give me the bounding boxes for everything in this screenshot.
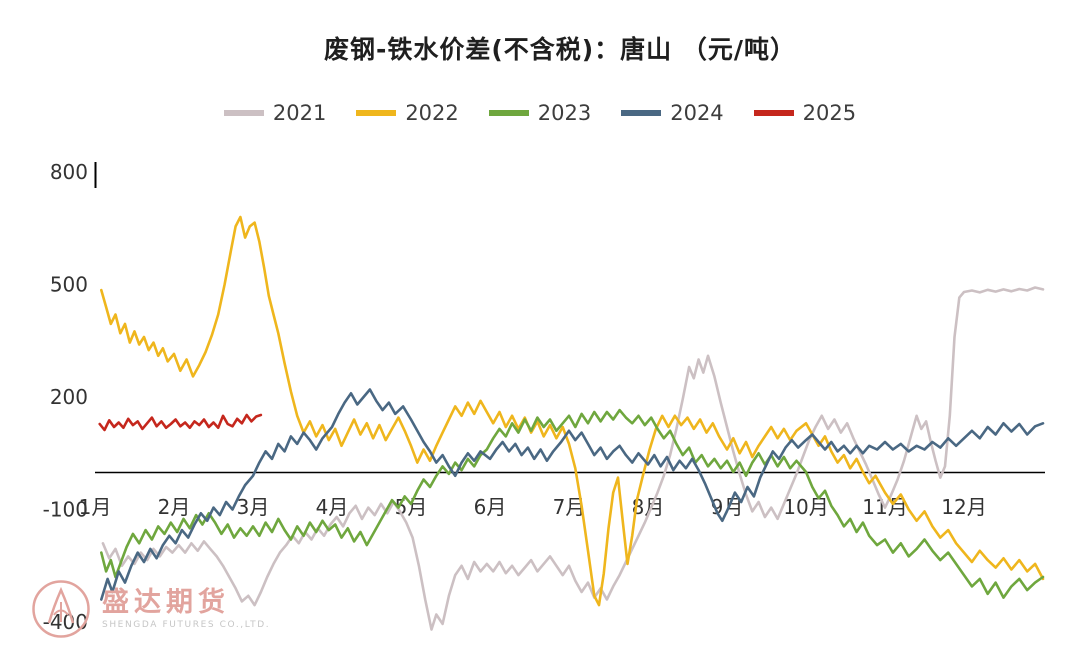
legend-label-2023: 2023 (537, 101, 592, 125)
y-axis-tick-label: 500 (50, 273, 88, 297)
chart-title: 废钢-铁水价差(不含税)：唐山 （元/吨） (323, 35, 797, 64)
x-axis-tick-label: 12月 (941, 495, 986, 519)
y-axis-tick-label: 800 (50, 160, 88, 184)
legend: 2021 2022 2023 2024 2025 (0, 98, 1080, 128)
x-axis-tick-label: 10月 (783, 495, 828, 519)
legend-label-2021: 2021 (272, 101, 327, 125)
series-line-2025 (98, 413, 263, 432)
series-line-2023 (100, 408, 1045, 599)
legend-label-2025: 2025 (802, 101, 857, 125)
x-axis-tick-label: 4月 (316, 495, 349, 519)
watermark-company-subtitle: SHENGDA FUTURES CO.,LTD. (102, 620, 271, 631)
shengda-logo-icon (32, 580, 90, 638)
legend-item-2024: 2024 (621, 101, 724, 125)
watermark: 盛达期货 SHENGDA FUTURES CO.,LTD. (30, 578, 270, 640)
legend-swatch-2023 (488, 110, 529, 116)
legend-swatch-2021 (223, 110, 264, 116)
watermark-text: 盛达期货 SHENGDA FUTURES CO.,LTD. (102, 586, 271, 631)
legend-swatch-2022 (356, 110, 397, 116)
legend-label-2022: 2022 (405, 101, 459, 125)
legend-label-2024: 2024 (670, 101, 724, 125)
x-axis-tick-label: 6月 (474, 495, 507, 519)
x-axis-tick-label: 1月 (79, 495, 112, 519)
legend-item-2021: 2021 (223, 101, 327, 125)
legend-item-2022: 2022 (356, 101, 459, 125)
legend-swatch-2024 (621, 110, 662, 116)
series-line-2024 (100, 388, 1045, 601)
series-line-2022 (100, 215, 1045, 607)
series-line-2021 (101, 286, 1045, 631)
y-axis-tick-label: -100 (43, 498, 88, 522)
legend-swatch-2025 (753, 110, 794, 116)
watermark-company-name: 盛达期货 (102, 586, 230, 618)
x-axis-tick-label: 3月 (237, 495, 270, 519)
legend-item-2025: 2025 (753, 101, 857, 125)
legend-item-2023: 2023 (488, 101, 592, 125)
x-axis-tick-label: 2月 (158, 495, 191, 519)
y-axis-tick-label: 200 (50, 385, 88, 409)
